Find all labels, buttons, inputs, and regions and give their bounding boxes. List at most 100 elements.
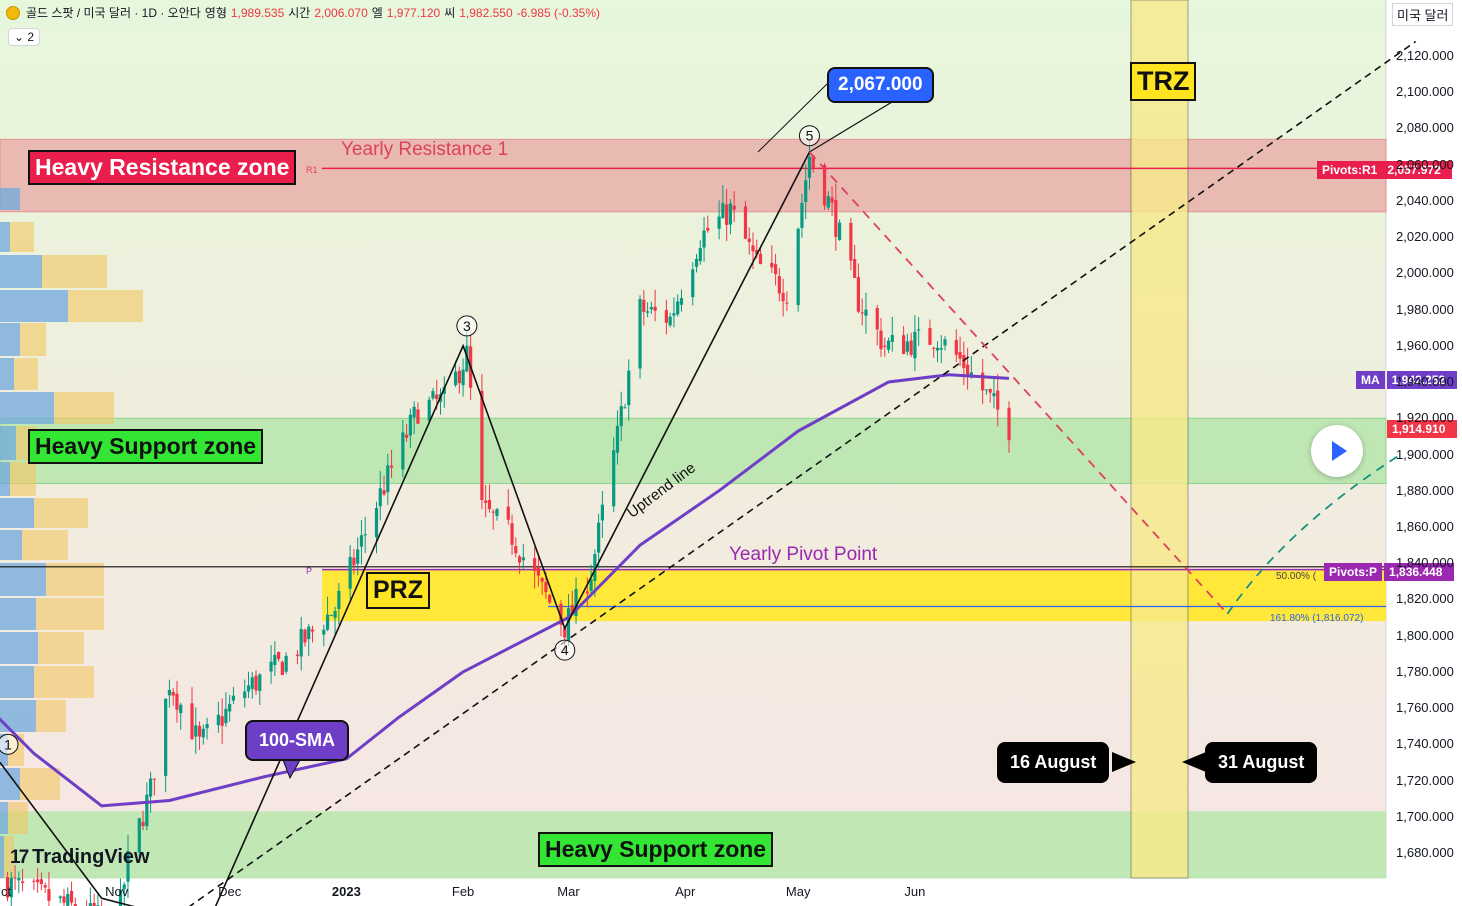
candle-body: [849, 222, 853, 261]
candle-body: [804, 180, 808, 202]
candle-body: [62, 896, 66, 903]
date-end-pointer: [1182, 752, 1206, 772]
candle-body: [890, 334, 894, 342]
candle-body: [295, 654, 300, 656]
wave-label-text: 3: [463, 318, 471, 334]
candle-body: [563, 628, 567, 638]
symbol-title[interactable]: 골드 스팟 / 미국 달러 · 1D · 오안다: [26, 6, 201, 20]
candle-body: [623, 407, 627, 409]
candle-body: [231, 695, 236, 701]
candle-body: [585, 591, 589, 594]
candle-body: [822, 164, 827, 206]
candle-body: [224, 708, 228, 724]
volume-profile-bar: [0, 598, 36, 630]
candle-body: [39, 879, 44, 884]
candle-body: [416, 409, 420, 424]
time-tick-label: May: [785, 884, 811, 899]
price-tick-label: 1,760.000: [1396, 700, 1454, 716]
candle-body: [856, 277, 861, 312]
candle-body: [122, 884, 126, 890]
candle-body: [664, 310, 669, 323]
candle-body: [137, 818, 141, 853]
candle-body: [179, 704, 183, 714]
target-price-bubble: 2,067.000: [827, 67, 934, 103]
time-tick-label: Nov: [105, 884, 129, 899]
volume-profile-bar: [0, 392, 54, 424]
volume-profile-bar: [0, 666, 34, 698]
volume-profile-bar: [10, 222, 34, 252]
candle-body: [672, 313, 676, 316]
candle-body: [589, 579, 593, 591]
candle-body: [566, 608, 571, 641]
candle-body: [619, 406, 623, 427]
candle-body: [280, 661, 284, 675]
pivot-price-tag: Pivots:P 1,836.448: [1324, 563, 1455, 581]
last-price-value: 1,914.910: [1387, 420, 1457, 438]
currency-selector[interactable]: 미국 달러: [1392, 3, 1454, 26]
prz-label: PRZ: [366, 572, 430, 609]
candle-body: [966, 364, 970, 377]
candle-body: [943, 339, 947, 346]
elliott-wave-path: [0, 151, 811, 906]
price-tick-label: 1,900.000: [1396, 446, 1454, 462]
candle-body: [811, 155, 815, 168]
play-button[interactable]: [1311, 425, 1363, 477]
volume-profile-bar: [20, 323, 46, 356]
candle-body: [491, 511, 495, 513]
p-marker: P: [306, 566, 313, 576]
prz-zone: [322, 570, 1386, 622]
candle-body: [457, 370, 461, 384]
price-tick-label: 1,880.000: [1396, 482, 1454, 498]
candle-body: [728, 203, 733, 225]
price-axis-panel: [1386, 0, 1462, 906]
price-tick-label: 1,960.000: [1396, 337, 1454, 353]
open-value: 1,989.535: [230, 5, 285, 20]
candle-body: [928, 328, 932, 345]
candle-body: [43, 885, 47, 888]
candle-body: [905, 341, 909, 352]
candle-body: [149, 778, 153, 797]
candle-body: [431, 391, 435, 399]
candle-body: [152, 778, 156, 780]
candle-body: [548, 594, 552, 603]
play-icon: [1331, 441, 1347, 461]
candle-body: [325, 614, 330, 630]
indicator-toggle-button[interactable]: ⌄ 2: [8, 28, 41, 46]
candle-body: [540, 578, 544, 582]
candle-body: [228, 703, 232, 712]
candle-body: [837, 222, 842, 241]
sma-100-line: [0, 373, 1010, 808]
candle-body: [175, 693, 179, 710]
candle-body: [254, 675, 258, 691]
candle-body: [303, 629, 307, 643]
candle-body: [141, 821, 145, 827]
candle-body: [307, 626, 311, 640]
time-tick-label: ct: [0, 884, 12, 899]
candle-body: [510, 523, 514, 545]
volume-profile-bar: [38, 632, 84, 664]
candle-body: [374, 507, 379, 538]
pivot-tag-name: Pivots:P: [1324, 563, 1383, 581]
fib-50-label: 50.00% (: [1276, 571, 1317, 582]
wave-label-text: 5: [806, 128, 814, 144]
volume-profile-bar: [34, 498, 88, 528]
volume-profile-bar: [0, 358, 14, 390]
heavy-resistance-label: Heavy Resistance zone: [28, 150, 297, 185]
volume-profile-bar: [10, 462, 36, 496]
volume-profile-bar: [0, 323, 20, 356]
volume-profile-bar: [22, 530, 68, 560]
price-tick-label: 1,920.000: [1396, 410, 1454, 426]
candle-body: [962, 355, 966, 369]
price-tick-label: 1,840.000: [1396, 555, 1454, 571]
close-label: 씨: [444, 6, 456, 20]
candle-body: [642, 299, 646, 312]
candle-body: [751, 245, 755, 252]
change-value: -6.985 (-0.35%): [516, 5, 600, 20]
candle-body: [246, 685, 251, 692]
volume-profile-bar: [0, 836, 4, 878]
candle-body: [597, 522, 601, 553]
candle-body: [864, 309, 868, 316]
heavy-support-label: Heavy Support zone: [28, 429, 264, 464]
candle-body: [755, 249, 759, 255]
